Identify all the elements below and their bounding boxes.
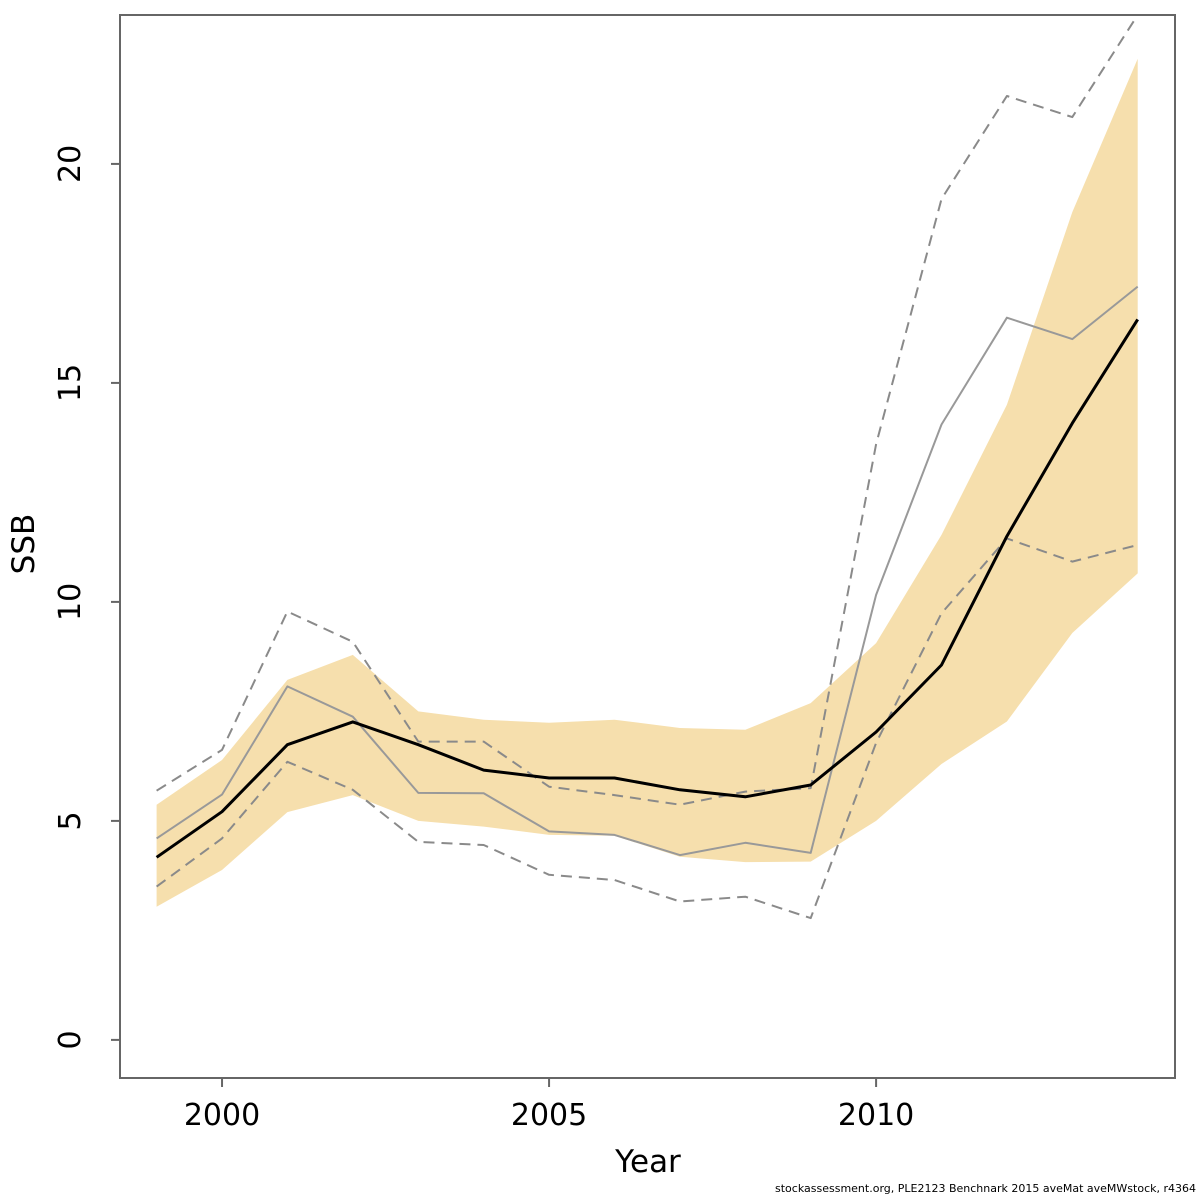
x-tick-label: 2005 (511, 1098, 587, 1133)
y-tick-label: 15 (53, 364, 88, 402)
y-tick-label: 10 (53, 583, 88, 621)
x-tick-label: 2010 (838, 1098, 914, 1133)
footer-attribution: stockassessment.org, PLE2123 Benchnark 2… (775, 1182, 1196, 1195)
previous-assessment-line (156, 285, 1139, 857)
y-axis-title: SSB (6, 514, 42, 575)
ci-upper-dashed-line (156, 14, 1139, 806)
x-axis-title: Year (614, 1144, 681, 1180)
confidence-band-area (156, 58, 1138, 907)
plot-border (119, 14, 1176, 1079)
ci-lower-dashed-line (156, 537, 1138, 920)
y-tick-label: 5 (53, 811, 88, 830)
x-tick-label: 2000 (184, 1098, 260, 1133)
y-axis: 0 5 10 15 20 (53, 145, 120, 1049)
y-tick-label: 0 (53, 1030, 88, 1049)
y-tick-label: 20 (53, 145, 88, 183)
x-axis: 2000 2005 2010 (184, 1078, 914, 1133)
ssb-estimate-line (155, 318, 1139, 859)
